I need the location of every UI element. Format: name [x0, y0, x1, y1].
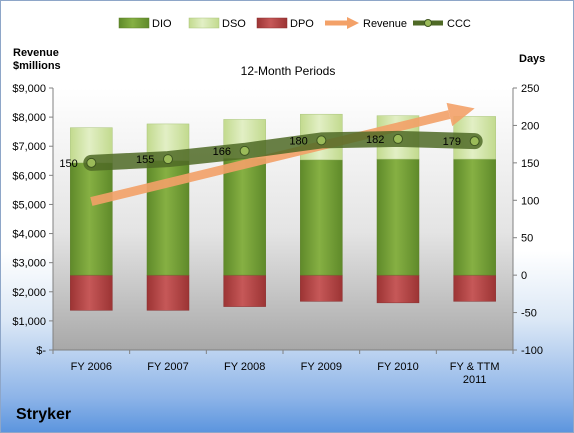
- bars-layer: [70, 113, 496, 311]
- legend-layer: DIO DSO DPO Revenue CCC: [118, 17, 471, 30]
- dio-bar: [223, 158, 266, 276]
- y-tick-label: $5,000: [12, 199, 46, 211]
- revenue-arrowhead: [446, 102, 475, 127]
- dio-bar: [376, 158, 420, 276]
- y-tick-label: $3,000: [12, 258, 46, 270]
- legend-label-dpo: DPO: [290, 18, 314, 30]
- legend-label-dso: DSO: [222, 18, 246, 30]
- y2-tick-label: 50: [521, 233, 533, 245]
- dpo-bar: [376, 274, 420, 304]
- y2-axis-title: Days: [519, 53, 546, 65]
- y2-tick-label: 0: [521, 270, 527, 282]
- dio-bar: [70, 162, 113, 276]
- ccc-data-label: 180: [289, 135, 307, 147]
- legend-swatch-dpo: [256, 17, 288, 29]
- ccc-data-label: 166: [213, 146, 231, 158]
- y-axis-title: Revenue $millions: [13, 47, 61, 73]
- dpo-bar: [453, 274, 496, 302]
- y-tick-label: $1,000: [12, 316, 46, 328]
- y2-tick-label: -50: [521, 308, 537, 320]
- dpo-bar: [70, 274, 113, 311]
- ccc-point: [393, 133, 403, 144]
- y-tick-label: $2,000: [12, 287, 46, 299]
- legend-swatch-ccc-marker: [424, 19, 432, 27]
- y2-tick-label: -100: [521, 345, 543, 357]
- dio-bar: [300, 159, 343, 276]
- x-tick-label: FY 2008: [224, 361, 265, 373]
- ccc-point: [86, 157, 97, 168]
- legend-label-dio: DIO: [152, 18, 172, 30]
- x-tick-label: 2011: [463, 374, 487, 386]
- y-tick-label: $9,000: [12, 83, 46, 95]
- y2-tick-label: 100: [521, 195, 539, 207]
- ccc-data-label: 155: [136, 154, 154, 166]
- y-axis-title-line-1: Revenue: [13, 47, 59, 59]
- dpo-bar: [223, 274, 266, 307]
- ccc-point: [316, 135, 327, 146]
- plot-area: [53, 88, 513, 350]
- x-tick-label: FY 2010: [377, 361, 418, 373]
- legend-label-ccc: CCC: [447, 18, 471, 30]
- x-tick-label: FY 2007: [147, 361, 188, 373]
- y2-tick-label: 200: [521, 120, 539, 132]
- ccc-data-label: 182: [366, 134, 384, 146]
- chart-title: 12-Month Periods: [240, 64, 336, 78]
- x-tick-label: FY & TTM: [450, 361, 500, 373]
- x-tick-label: FY 2009: [301, 361, 342, 373]
- ccc-point: [239, 145, 250, 156]
- y2-tick-label: 150: [521, 158, 539, 170]
- axes-layer: $- $1,000 $2,000 $3,000 $4,000 $5,000 $6,000 $7…: [12, 83, 543, 386]
- company-name: Stryker: [16, 406, 72, 423]
- ccc-line: [83, 130, 483, 171]
- ccc-data-label: 150: [59, 158, 77, 170]
- y2-tick-label: 250: [521, 83, 539, 95]
- y-axis-title-line-2: $millions: [13, 60, 61, 72]
- y-tick-label: $8,000: [12, 112, 46, 124]
- y-tick-label: $6,000: [12, 170, 46, 182]
- legend-label-revenue: Revenue: [363, 18, 407, 30]
- revenue-trend-line: [90, 110, 451, 206]
- legend-swatch-dio: [118, 17, 150, 29]
- dpo-bar: [146, 274, 190, 311]
- y-tick-label: $4,000: [12, 229, 46, 241]
- ccc-point: [469, 136, 480, 147]
- ccc-data-label: 179: [443, 136, 461, 148]
- ccc-point: [163, 154, 173, 165]
- y-tick-label: $-: [36, 345, 46, 357]
- legend-swatch-revenue-head: [347, 17, 359, 29]
- dpo-bar: [300, 274, 343, 302]
- dio-bar: [453, 158, 496, 276]
- y-tick-label: $7,000: [12, 141, 46, 153]
- ccc-layer: 150 155 166 180 182 179: [59, 130, 483, 171]
- legend-swatch-dso: [188, 17, 220, 29]
- revenue-layer: [90, 102, 475, 206]
- x-tick-label: FY 2006: [71, 361, 112, 373]
